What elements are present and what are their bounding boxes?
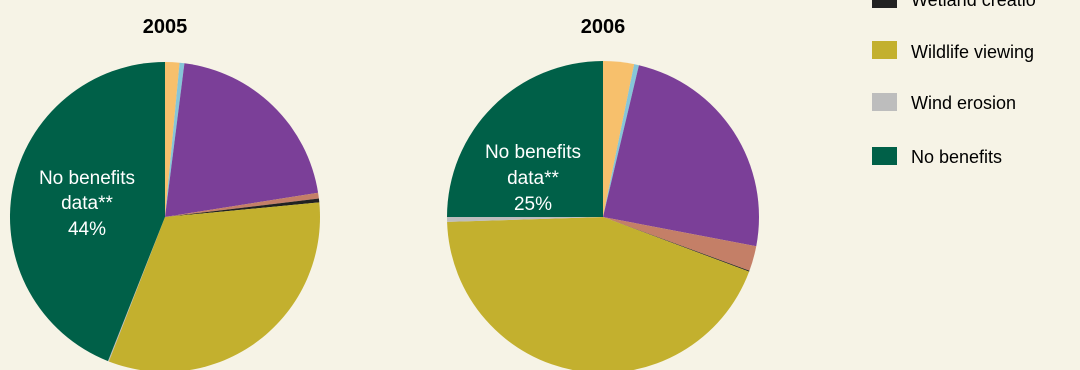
pie-2005-slice-cat-terracotta (165, 192, 319, 217)
legend-item-wildlife-viewing: Wildlife viewing (872, 41, 1034, 62)
legend-swatch-wetland-creation (872, 0, 897, 8)
pie-2005-slice-cat-orange (165, 62, 180, 217)
pie-2005-label-line1: No benefits (39, 168, 135, 189)
legend-swatch-wildlife-viewing (872, 41, 897, 59)
pie-2005-slice-wind-erosion (107, 217, 165, 362)
pie-2005-slice-cat-purple (165, 63, 319, 217)
legend-label-wetland-creation: Wetland creatio (911, 0, 1036, 10)
pie-2006-slice-cat-terracotta (603, 217, 757, 271)
pie-2005: 2005 No benefits data** 44% (9, 16, 320, 370)
pie-title-2005: 2005 (143, 16, 188, 38)
pie-2005-slice-wetland-creation (165, 198, 320, 217)
legend-label-wildlife-viewing: Wildlife viewing (911, 42, 1034, 62)
legend-swatch-wind-erosion (872, 93, 897, 111)
pie-2006-slice-wetland-creation (603, 217, 750, 272)
pie-2006-slice-wind-erosion (447, 217, 603, 222)
pie-2005-slice-no-benefits (9, 61, 166, 362)
pie-2005-slices (9, 61, 320, 370)
pie-2006-label-line1: No benefits (485, 142, 581, 163)
legend: Wetland creatio Wildlife viewing Wind er… (872, 0, 1036, 167)
pie-2006-label-line2: data** (507, 168, 559, 189)
pie-2006: 2006 No benefits data** 25% (447, 16, 760, 370)
pie-2006-slice-no-benefits (447, 61, 603, 217)
pie-2006-slice-wildlife-viewing (447, 217, 750, 370)
pie-2005-slice-cat-lightblue (165, 62, 185, 217)
legend-item-no-benefits: No benefits (872, 147, 1002, 167)
pie-2006-slice-cat-orange (603, 61, 635, 217)
pie-2006-label-line3: 25% (514, 194, 552, 215)
pie-2005-label-line3: 44% (68, 219, 106, 240)
pie-2005-label-line2: data** (61, 193, 113, 214)
pie-2005-slice-wildlife-viewing (108, 202, 320, 370)
pie-2006-slices (447, 61, 760, 370)
pie-2006-slice-cat-purple (603, 65, 760, 247)
legend-label-wind-erosion: Wind erosion (911, 93, 1016, 113)
pie-title-2006: 2006 (581, 16, 626, 38)
legend-item-wetland-creation: Wetland creatio (872, 0, 1036, 10)
legend-swatch-no-benefits (872, 147, 897, 165)
legend-label-no-benefits: No benefits (911, 147, 1002, 167)
legend-item-wind-erosion: Wind erosion (872, 93, 1016, 113)
pie-2006-slice-cat-lightblue (603, 64, 639, 217)
